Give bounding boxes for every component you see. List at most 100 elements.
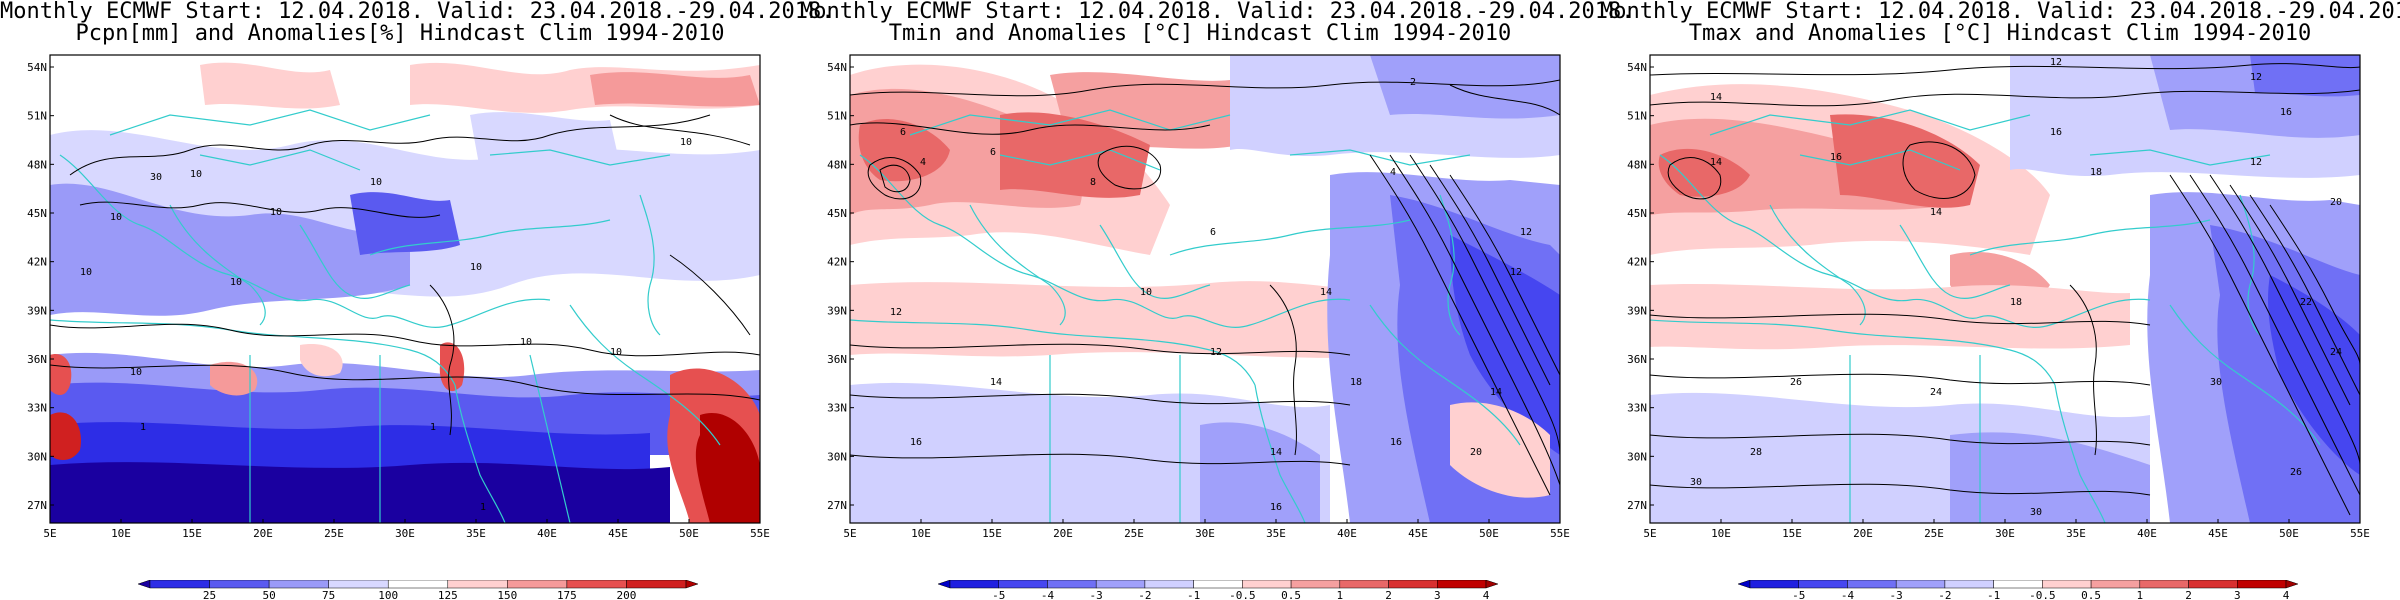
colorbar-segment (328, 580, 389, 589)
contour-label: 26 (2290, 467, 2302, 478)
colorbar-label: -2 (1138, 589, 1151, 600)
colorbar-segment (1290, 580, 1341, 589)
contour-label: 30 (150, 172, 162, 183)
colorbar-segment (1895, 580, 1946, 589)
colorbar-label: -3 (1090, 589, 1103, 600)
panel-tmin: Monthly ECMWF Start: 12.04.2018. Valid: … (800, 0, 1634, 600)
contour-label: 24 (2330, 347, 2342, 358)
contour-label: 12 (2250, 157, 2262, 168)
colorbar-low-arrow (138, 580, 151, 589)
colorbar-label: 125 (438, 589, 458, 600)
lon-tick-label: 35E (466, 527, 486, 540)
lat-tick-label: 36N (27, 353, 47, 366)
contour-label: 22 (2300, 297, 2312, 308)
contour-label: 4 (920, 157, 926, 168)
colorbar-segment (1144, 580, 1194, 589)
contour-label: 10 (470, 262, 482, 273)
contour-label: 16 (2050, 127, 2062, 138)
colorbar-segment (1242, 580, 1292, 589)
contour-label: 10 (80, 267, 92, 278)
lat-tick-label: 42N (1627, 256, 1647, 269)
contour-label: 10 (680, 137, 692, 148)
contour-label: 10 (130, 367, 142, 378)
lon-tick-label: 10E (111, 527, 131, 540)
lon-tick-label: 15E (1782, 527, 1802, 540)
precipitation-map: 10 30 10 10 10 10 10 10 10 10 10 1 1 1 1… (27, 54, 770, 540)
lon-tick-label: 50E (1479, 527, 1499, 540)
colorbar-label: 200 (617, 589, 637, 600)
lon-tick-label: 40E (2137, 527, 2157, 540)
colorbar-segment (566, 580, 627, 589)
lon-tick-label: 50E (679, 527, 699, 540)
panel-title-line2: Tmax and Anomalies [°C] Hindcast Clim 19… (1688, 21, 2312, 46)
colorbar-label: 100 (378, 589, 398, 600)
lon-tick-label: 45E (2208, 527, 2228, 540)
colorbar-label: -4 (1041, 589, 1055, 600)
lat-tick-label: 27N (27, 499, 47, 512)
contour-label: 30 (2030, 507, 2042, 518)
tmin-colorbar: -5-4-3-2-1-0.50.512345 (938, 580, 1498, 600)
colorbar-label: -1 (1187, 589, 1200, 600)
lon-tick-label: 55E (750, 527, 770, 540)
colorbar-segment (447, 580, 508, 589)
panel-title-line2: Pcpn[mm] and Anomalies[%] Hindcast Clim … (75, 21, 725, 46)
colorbar-segment (2188, 580, 2238, 589)
colorbar-segment (1193, 580, 1243, 589)
colorbar-label: -5 (992, 589, 1005, 600)
colorbar-low-arrow (938, 580, 951, 589)
panel-title-line1: Monthly ECMWF Start: 12.04.2018. Valid: … (0, 0, 835, 24)
contour-label: 10 (1140, 287, 1152, 298)
lon-tick-label: 10E (1711, 527, 1731, 540)
lat-tick-label: 33N (27, 402, 47, 415)
contour-label: 18 (2090, 167, 2102, 178)
contour-label: 1 (140, 422, 146, 433)
contour-label: 28 (1750, 447, 1762, 458)
colorbar-label: 1 (1337, 589, 1344, 600)
colorbar-segment (268, 580, 329, 589)
lon-tick-label: 55E (2350, 527, 2370, 540)
lon-tick-label: 5E (1643, 527, 1656, 540)
contour-label: 18 (1350, 377, 1362, 388)
lon-tick-label: 30E (1995, 527, 2015, 540)
lon-tick-label: 25E (1124, 527, 1144, 540)
colorbar-segment (2139, 580, 2189, 589)
colorbar-label: 1 (2137, 589, 2144, 600)
colorbar-label: -0.5 (1229, 589, 1256, 600)
colorbar-segment (949, 580, 999, 589)
colorbar-label: -3 (1890, 589, 1903, 600)
contour-label: 16 (1830, 152, 1842, 163)
contour-label: 24 (1930, 387, 1942, 398)
colorbar-segment (1993, 580, 2043, 589)
contour-label: 10 (370, 177, 382, 188)
colorbar-segment (387, 580, 449, 589)
contour-label: 14 (1270, 447, 1282, 458)
contour-label: 30 (2210, 377, 2222, 388)
contour-label: 16 (2280, 107, 2292, 118)
lat-tick-label: 27N (827, 499, 847, 512)
lat-tick-label: 30N (1627, 450, 1647, 463)
lat-tick-label: 45N (827, 207, 847, 220)
lon-tick-label: 15E (982, 527, 1002, 540)
lat-tick-label: 33N (1627, 402, 1647, 415)
colorbar-segment (626, 580, 687, 589)
colorbar-label: 75 (322, 589, 335, 600)
colorbar-segment (1095, 580, 1146, 589)
lat-tick-label: 36N (827, 353, 847, 366)
panel-precipitation: Monthly ECMWF Start: 12.04.2018. Valid: … (0, 0, 835, 600)
colorbar-segment (1339, 580, 1389, 589)
lon-tick-label: 20E (253, 527, 273, 540)
contour-label: 6 (900, 127, 906, 138)
lon-tick-label: 50E (2279, 527, 2299, 540)
colorbar-segment (149, 580, 210, 589)
lat-tick-label: 42N (827, 256, 847, 269)
colorbar-label: 175 (557, 589, 577, 600)
contour-label: 12 (890, 307, 902, 318)
lat-tick-label: 54N (827, 61, 847, 74)
lat-tick-label: 42N (27, 256, 47, 269)
contour-label: 10 (520, 337, 532, 348)
lat-tick-label: 36N (1627, 353, 1647, 366)
lon-tick-label: 20E (1853, 527, 1873, 540)
colorbar-label: -4 (1841, 589, 1855, 600)
colorbar-label: -0.5 (2029, 589, 2056, 600)
contour-label: 14 (1930, 207, 1942, 218)
